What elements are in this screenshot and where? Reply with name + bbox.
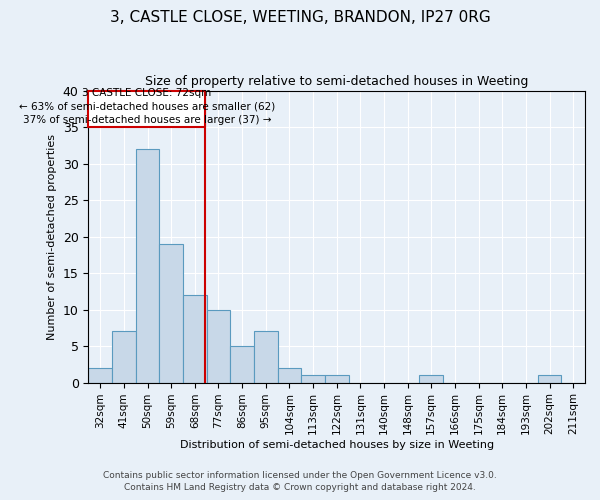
Bar [206,310,230,382]
Bar [160,244,183,382]
Text: Contains public sector information licensed under the Open Government Licence v3: Contains public sector information licen… [103,471,497,480]
Bar [301,376,325,382]
FancyBboxPatch shape [88,90,205,127]
Bar [278,368,301,382]
Bar [538,376,562,382]
Bar [136,149,160,382]
Bar [419,376,443,382]
Title: Size of property relative to semi-detached houses in Weeting: Size of property relative to semi-detach… [145,75,529,88]
Text: 3 CASTLE CLOSE: 72sqm
← 63% of semi-detached houses are smaller (62)
37% of semi: 3 CASTLE CLOSE: 72sqm ← 63% of semi-deta… [19,88,275,125]
Y-axis label: Number of semi-detached properties: Number of semi-detached properties [47,134,57,340]
Bar [88,368,112,382]
Bar [254,332,278,382]
Bar [230,346,254,383]
Bar [183,295,206,382]
Bar [112,332,136,382]
Bar [325,376,349,382]
Text: 3, CASTLE CLOSE, WEETING, BRANDON, IP27 0RG: 3, CASTLE CLOSE, WEETING, BRANDON, IP27 … [110,10,490,25]
X-axis label: Distribution of semi-detached houses by size in Weeting: Distribution of semi-detached houses by … [179,440,494,450]
Text: Contains HM Land Registry data © Crown copyright and database right 2024.: Contains HM Land Registry data © Crown c… [124,484,476,492]
